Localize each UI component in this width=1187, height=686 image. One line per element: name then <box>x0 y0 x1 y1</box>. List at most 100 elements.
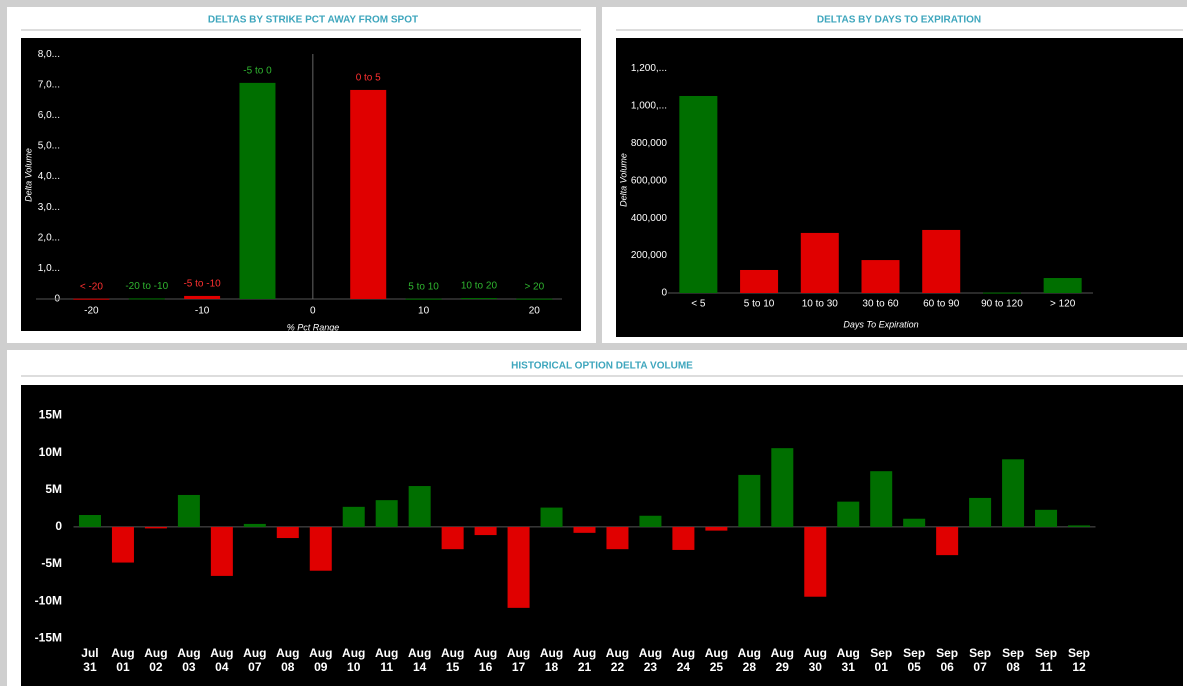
bar <box>441 526 464 550</box>
x-tick-label: 14 <box>413 660 427 674</box>
x-tick-label: 30 to 60 <box>862 299 899 310</box>
x-tick-label: Jul <box>81 646 98 660</box>
bar <box>837 501 860 527</box>
x-tick-label: Aug <box>474 646 497 660</box>
x-axis-label: Days To Expiration <box>843 319 918 329</box>
x-tick-label: Sep <box>870 646 892 660</box>
x-axis-label: % Pct Range <box>287 322 340 332</box>
y-tick-label: 5,0... <box>38 141 60 152</box>
bar <box>144 526 167 529</box>
bar <box>861 260 900 293</box>
bar <box>507 526 530 608</box>
y-tick-label: 400,000 <box>631 213 668 224</box>
x-tick-label: 22 <box>611 660 625 674</box>
plot-background <box>21 385 1183 686</box>
bar <box>276 526 299 539</box>
bar <box>243 523 266 527</box>
bar <box>239 82 276 300</box>
x-tick-label: Aug <box>408 646 431 660</box>
bar <box>1002 459 1025 527</box>
bar <box>922 229 961 293</box>
chart-title: HISTORICAL OPTION DELTA VOLUME <box>511 361 693 372</box>
bar <box>771 448 794 527</box>
y-tick-label: 800,000 <box>631 138 668 149</box>
bar <box>474 526 497 536</box>
x-tick-label: Aug <box>672 646 695 660</box>
x-tick-label: 0 <box>310 306 316 317</box>
bar <box>408 486 431 527</box>
x-tick-label: Aug <box>573 646 596 660</box>
x-tick-label: 09 <box>314 660 328 674</box>
bar-label: < -20 <box>80 281 104 292</box>
bar <box>606 526 629 550</box>
x-tick-label: 11 <box>1040 660 1053 674</box>
x-tick-label: 18 <box>545 660 559 674</box>
x-tick-label: Aug <box>111 646 134 660</box>
bar <box>679 95 718 294</box>
x-tick-label: 23 <box>644 660 658 674</box>
bar <box>210 526 233 576</box>
y-tick-label: -10M <box>35 593 62 607</box>
bar-label: 10 to 20 <box>461 281 498 292</box>
x-tick-label: Aug <box>804 646 827 660</box>
y-tick-label: 10M <box>39 445 62 459</box>
x-tick-label: 29 <box>776 660 790 674</box>
x-tick-label: > 120 <box>1050 299 1076 310</box>
x-tick-label: Aug <box>540 646 563 660</box>
x-tick-label: -20 <box>84 306 99 317</box>
x-tick-label: Aug <box>441 646 464 660</box>
x-tick-label: 24 <box>677 660 691 674</box>
y-tick-label: 4,0... <box>38 171 60 182</box>
x-tick-label: 11 <box>380 660 393 674</box>
bar <box>73 298 110 300</box>
x-tick-label: Aug <box>375 646 398 660</box>
bar <box>672 526 695 550</box>
bar <box>342 506 365 527</box>
y-tick-label: 1,0... <box>38 263 60 274</box>
y-tick-label: 8,0... <box>38 49 60 60</box>
x-tick-label: 01 <box>875 660 889 674</box>
x-tick-label: 16 <box>479 660 493 674</box>
x-tick-label: 04 <box>215 660 229 674</box>
bar <box>375 500 398 527</box>
y-tick-label: 3,0... <box>38 202 60 213</box>
bar <box>1068 525 1091 527</box>
bar <box>800 232 839 293</box>
bar <box>516 298 553 300</box>
bar <box>738 474 761 527</box>
y-tick-label: 6,0... <box>38 110 60 121</box>
bar <box>903 518 926 527</box>
y-tick-label: 7,0... <box>38 79 60 90</box>
x-tick-label: Aug <box>243 646 266 660</box>
x-tick-label: Aug <box>738 646 761 660</box>
bar-label: -20 to -10 <box>125 281 168 292</box>
x-tick-label: 60 to 90 <box>923 299 960 310</box>
x-tick-label: Aug <box>837 646 860 660</box>
x-tick-label: 17 <box>512 660 526 674</box>
y-tick-label: 2,0... <box>38 232 60 243</box>
bar <box>405 298 442 300</box>
x-tick-label: 25 <box>710 660 724 674</box>
x-tick-label: Aug <box>507 646 530 660</box>
x-tick-label: Aug <box>210 646 233 660</box>
bar <box>184 295 221 299</box>
x-tick-label: 10 <box>418 306 430 317</box>
x-tick-label: Aug <box>309 646 332 660</box>
y-tick-label: -5M <box>41 556 62 570</box>
x-tick-label: Aug <box>342 646 365 660</box>
x-tick-label: Aug <box>276 646 299 660</box>
y-tick-label: 600,000 <box>631 175 668 186</box>
bar-label: 0 to 5 <box>356 73 381 84</box>
x-tick-label: < 5 <box>691 299 706 310</box>
y-tick-label: 5M <box>45 482 62 496</box>
bar <box>128 298 165 300</box>
y-tick-label: 1,000,... <box>631 101 667 112</box>
bar-label: > 20 <box>524 281 544 292</box>
x-tick-label: 21 <box>578 660 592 674</box>
x-tick-label: Sep <box>936 646 958 660</box>
y-axis-label: Delta Volume <box>618 153 628 207</box>
y-tick-label: 1,200,... <box>631 63 667 74</box>
x-tick-label: Aug <box>177 646 200 660</box>
bar <box>540 507 563 527</box>
